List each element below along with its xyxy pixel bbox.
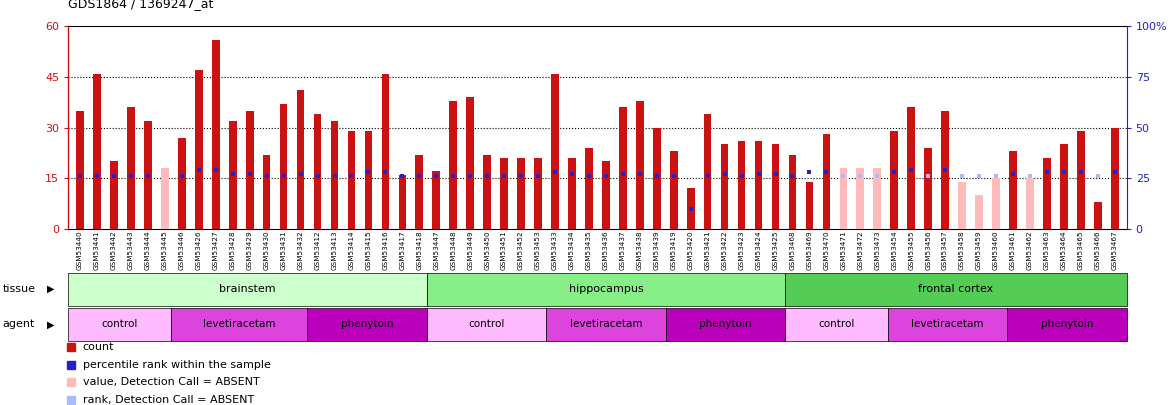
Bar xyxy=(806,181,814,229)
Bar xyxy=(822,134,830,229)
Bar xyxy=(427,273,786,306)
Bar xyxy=(721,145,728,229)
Bar xyxy=(263,155,270,229)
Bar xyxy=(449,100,457,229)
Bar xyxy=(212,40,220,229)
Bar xyxy=(1027,178,1034,229)
Bar xyxy=(534,158,542,229)
Text: ▶: ▶ xyxy=(47,320,54,329)
Text: levetiracetam: levetiracetam xyxy=(911,320,983,329)
Bar xyxy=(552,74,559,229)
Bar xyxy=(687,188,695,229)
Bar xyxy=(546,308,666,341)
Bar xyxy=(517,158,524,229)
Bar xyxy=(127,107,135,229)
Bar xyxy=(145,121,152,229)
Text: rank, Detection Call = ABSENT: rank, Detection Call = ABSENT xyxy=(82,395,254,405)
Text: phenytoin: phenytoin xyxy=(341,320,393,329)
Bar xyxy=(874,168,881,229)
Text: count: count xyxy=(82,342,114,352)
Bar xyxy=(111,161,118,229)
Bar xyxy=(653,128,661,229)
Text: ▶: ▶ xyxy=(47,284,54,294)
Text: agent: agent xyxy=(2,320,35,329)
Bar xyxy=(171,308,307,341)
Bar xyxy=(602,161,609,229)
Bar xyxy=(93,74,101,229)
Text: control: control xyxy=(818,320,855,329)
Bar xyxy=(789,155,796,229)
Text: control: control xyxy=(468,320,505,329)
Bar xyxy=(908,107,915,229)
Bar xyxy=(636,100,643,229)
Text: tissue: tissue xyxy=(2,284,35,294)
Bar xyxy=(76,111,83,229)
Bar xyxy=(1094,202,1102,229)
Bar xyxy=(1043,158,1050,229)
Bar xyxy=(415,155,423,229)
Bar xyxy=(993,178,1000,229)
Bar xyxy=(975,195,983,229)
Bar xyxy=(427,308,546,341)
Bar xyxy=(1007,308,1127,341)
Bar xyxy=(330,121,339,229)
Bar xyxy=(704,114,711,229)
Bar xyxy=(314,114,321,229)
Text: levetiracetam: levetiracetam xyxy=(202,320,275,329)
Bar xyxy=(161,168,168,229)
Bar xyxy=(296,90,305,229)
Bar xyxy=(786,273,1127,306)
Bar xyxy=(1060,145,1068,229)
Bar xyxy=(924,148,931,229)
Bar xyxy=(1009,151,1017,229)
Bar xyxy=(619,107,627,229)
Text: phenytoin: phenytoin xyxy=(1041,320,1094,329)
Bar xyxy=(348,131,355,229)
Bar xyxy=(856,168,864,229)
Bar xyxy=(365,131,373,229)
Bar xyxy=(195,70,202,229)
Text: value, Detection Call = ABSENT: value, Detection Call = ABSENT xyxy=(82,377,260,387)
Bar xyxy=(500,158,508,229)
Bar xyxy=(771,145,780,229)
Text: hippocampus: hippocampus xyxy=(568,284,643,294)
Bar xyxy=(483,155,490,229)
Text: frontal cortex: frontal cortex xyxy=(918,284,994,294)
Bar xyxy=(755,141,762,229)
Bar xyxy=(1111,128,1118,229)
Bar xyxy=(840,168,847,229)
Bar xyxy=(68,308,171,341)
Bar xyxy=(586,148,593,229)
Text: GDS1864 / 1369247_at: GDS1864 / 1369247_at xyxy=(68,0,214,10)
Bar xyxy=(958,181,965,229)
Text: brainstem: brainstem xyxy=(219,284,275,294)
Text: control: control xyxy=(101,320,138,329)
Bar xyxy=(737,141,746,229)
Text: percentile rank within the sample: percentile rank within the sample xyxy=(82,360,270,370)
Bar xyxy=(178,138,186,229)
Bar xyxy=(1077,131,1084,229)
Bar xyxy=(229,121,236,229)
Bar xyxy=(399,175,406,229)
Bar xyxy=(467,97,474,229)
Text: levetiracetam: levetiracetam xyxy=(569,320,642,329)
Bar xyxy=(68,273,427,306)
Bar xyxy=(433,171,440,229)
Text: phenytoin: phenytoin xyxy=(700,320,751,329)
Bar xyxy=(890,131,898,229)
Bar xyxy=(246,111,254,229)
Bar xyxy=(280,104,287,229)
Bar xyxy=(888,308,1007,341)
Bar xyxy=(307,308,427,341)
Bar xyxy=(666,308,786,341)
Bar xyxy=(670,151,677,229)
Bar xyxy=(786,308,888,341)
Bar xyxy=(381,74,389,229)
Bar xyxy=(941,111,949,229)
Bar xyxy=(568,158,576,229)
